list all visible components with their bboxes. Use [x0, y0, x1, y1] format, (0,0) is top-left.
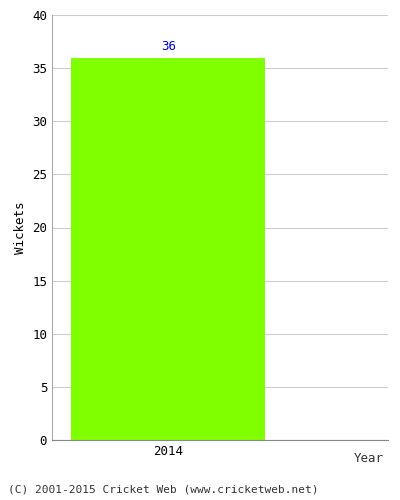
Y-axis label: Wickets: Wickets — [14, 201, 26, 254]
Bar — [71, 58, 265, 440]
Text: 36: 36 — [161, 40, 176, 53]
Text: Year: Year — [354, 452, 384, 466]
Text: (C) 2001-2015 Cricket Web (www.cricketweb.net): (C) 2001-2015 Cricket Web (www.cricketwe… — [8, 485, 318, 495]
